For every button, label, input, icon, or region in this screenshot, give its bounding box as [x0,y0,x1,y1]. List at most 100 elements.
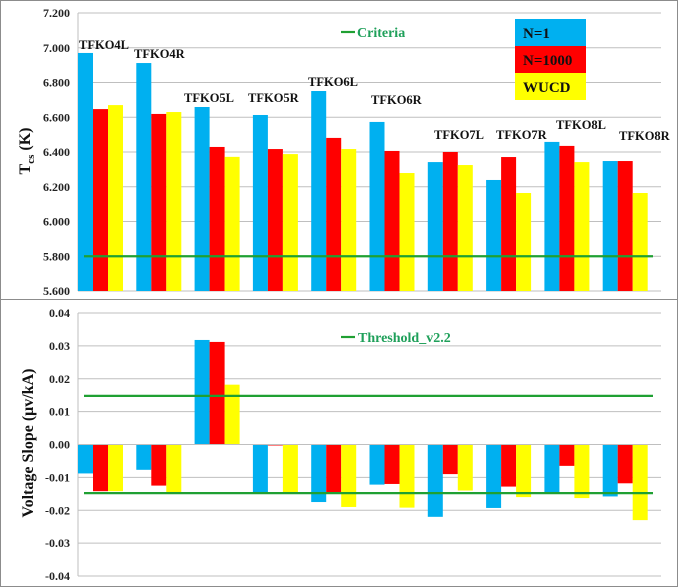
y-tick-label: 6.200 [43,180,70,194]
bar [78,52,93,292]
threshold-legend-label: Threshold_v2.2 [358,331,451,346]
voltage-slope-chart: -0.04 -0.03 -0.02 -0.01 0.00 0.01 0.02 0.03 0.04… [20,306,661,583]
bar [369,121,385,291]
y-tick-label: -0.03 [45,536,70,550]
y-axis-title-text: Tcs (K) [17,128,37,175]
y-tick-label: 7.000 [43,41,70,55]
category-label: TFKO6R [371,93,423,107]
legend-box-label: N=1 [523,26,550,42]
legend-box-1 [515,46,586,73]
bar [559,145,575,291]
bar [93,444,108,492]
bar [326,137,342,291]
bottom-chart-panel: -0.04 -0.03 -0.02 -0.01 0.00 0.01 0.02 0.03 0.04… [0,299,678,587]
bar [209,146,225,291]
bar [501,444,517,487]
y-axis-title-unit: (K) [17,128,34,155]
bar [617,161,633,291]
y-tick-label: 0.01 [49,405,70,419]
category-label: TFKO4L [79,38,129,52]
bar [166,112,182,291]
bar [311,444,327,503]
bar [602,161,618,291]
category-label: TFKO7R [496,128,548,142]
bar [602,444,618,497]
y-tick-label: 0.03 [49,339,70,353]
category-label: TFKO7L [434,128,484,142]
y-tick-label: 5.600 [43,284,70,298]
category-label: TFKO5R [248,91,300,105]
bar [194,106,210,291]
bar [399,173,415,291]
y-tick-label: -0.01 [45,470,70,484]
bar [341,444,357,507]
bar [617,444,633,484]
bar [93,109,108,292]
category-label: TFKO5L [184,91,234,105]
bar [486,179,502,291]
bar [442,152,458,291]
bar [516,193,532,291]
bar [252,114,268,292]
y-axis-title-main: T [17,163,34,174]
y-tick-label: 5.800 [43,249,70,263]
bar [341,149,357,291]
category-label: TFKO8R [619,129,671,143]
bar [224,384,240,445]
bar [166,444,182,494]
legend-box-0 [515,19,586,46]
bar [427,444,443,517]
y-tick-label: 6.400 [43,145,70,159]
bar [108,105,123,292]
bar [326,444,342,494]
tcs-chart: 5.600 5.800 6.000 6.200 6.400 6.600 6.800 7.000… [17,6,671,298]
y-axis-title-text: Voltage Slope (μv/kA) [20,369,37,518]
bar [486,444,502,508]
criteria-legend-label: Criteria [357,26,405,41]
y-tick-label: 0.04 [49,306,70,320]
bar [559,444,575,466]
bar [194,339,210,445]
bar [399,444,415,508]
bar [282,154,298,291]
y-axis-title: Voltage Slope (μv/kA) [20,369,37,518]
bar [574,444,590,499]
bar [632,193,648,291]
category-label: TFKO6L [308,75,358,89]
bar [311,91,327,291]
y-tick-label: 6.600 [43,110,70,124]
bar [427,162,443,291]
bar [501,157,517,291]
bar [574,162,590,291]
y-axis-title: Tcs (K) [17,128,37,175]
bar [544,141,560,291]
y-tick-label: 0.00 [49,438,70,452]
bar [78,444,93,474]
legend-box-label: WUCD [523,80,571,96]
bar [384,150,400,291]
bar [267,149,283,291]
category-label: TFKO4R [134,47,186,61]
bar [442,444,458,475]
bar [384,444,400,484]
y-tick-label: -0.04 [45,569,70,583]
bar [457,165,473,291]
y-tick-label: 7.200 [43,6,70,20]
bar [369,444,385,485]
bar [282,444,298,494]
bar [136,444,152,470]
category-label: TFKO8L [556,118,606,132]
bar [457,444,473,491]
legend-box-2 [515,73,586,100]
bar [108,444,123,492]
y-tick-label: 0.02 [49,372,70,386]
bar [516,444,532,498]
y-axis-title-sub: cs [25,154,37,164]
bar [224,156,240,291]
y-tick-label: 6.800 [43,76,70,90]
y-tick-label: 6.000 [43,215,70,229]
bar [151,113,167,291]
top-chart-panel: 5.600 5.800 6.000 6.200 6.400 6.600 6.800 7.000… [0,0,678,300]
bar [151,444,167,486]
legend-box-label: N=1000 [523,53,572,69]
